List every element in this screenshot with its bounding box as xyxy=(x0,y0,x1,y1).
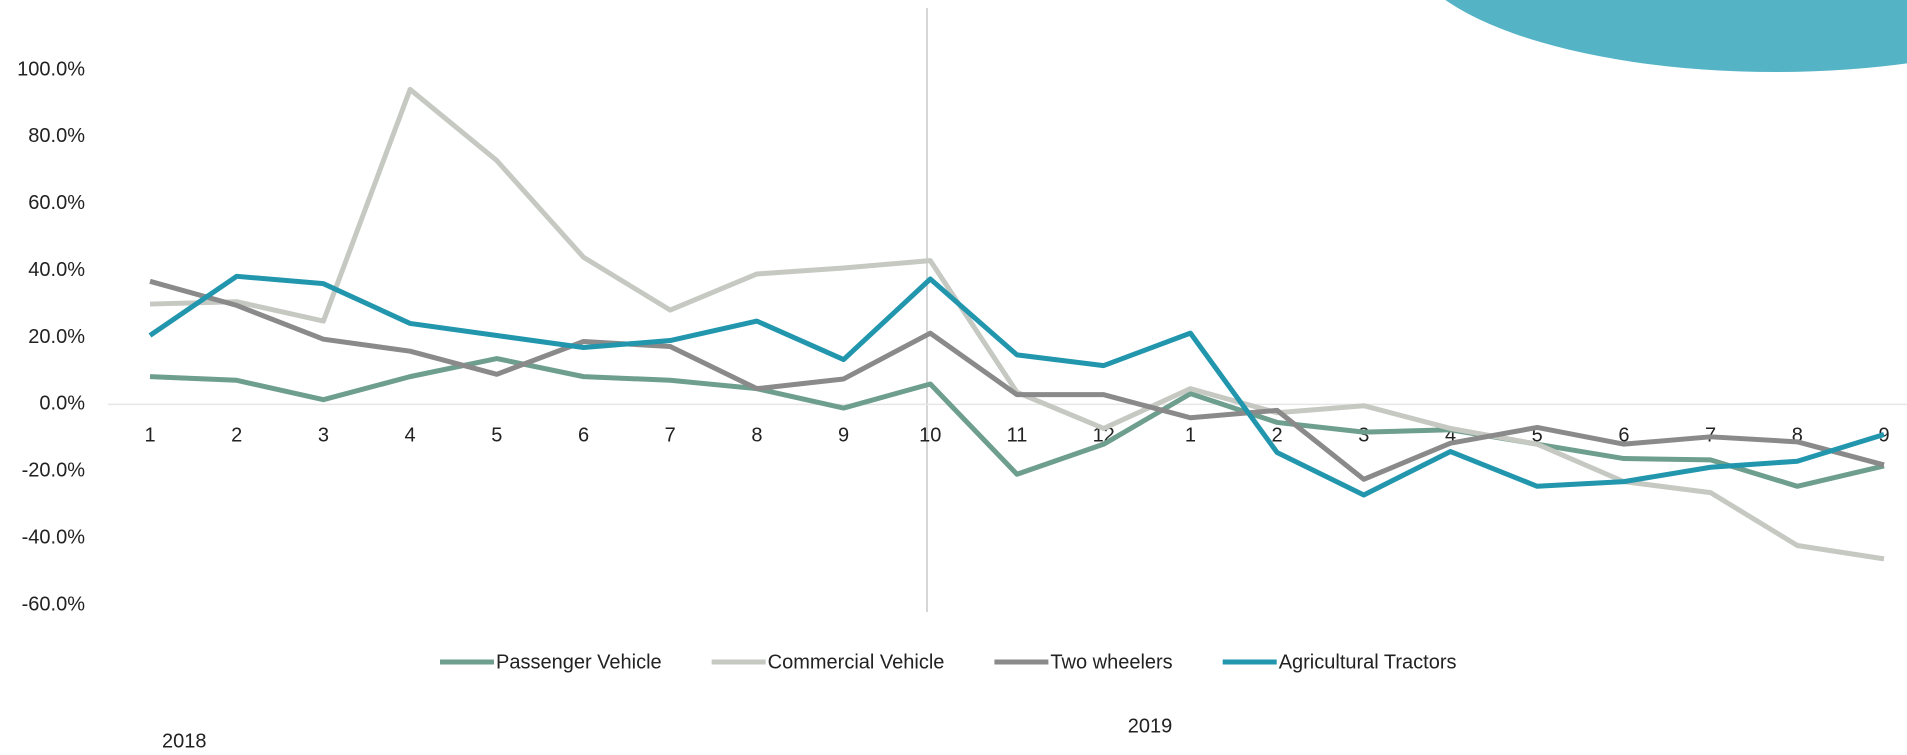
series-line xyxy=(148,273,1885,498)
y-tick-label: -60.0% xyxy=(22,593,86,615)
x-tick-label: 8 xyxy=(751,425,762,447)
x-tick-label: 1 xyxy=(1185,425,1196,447)
y-tick-label: 80.0% xyxy=(28,125,85,147)
x-tick-label: 9 xyxy=(838,425,849,447)
x-tick-label: 6 xyxy=(1618,425,1629,447)
legend-label: Agricultural Tractors xyxy=(1279,651,1457,673)
x-tick-label: 2 xyxy=(231,425,242,447)
y-tick-label: 0.0% xyxy=(39,393,85,415)
x-tick-label: 7 xyxy=(665,425,676,447)
x-tick-label: 1 xyxy=(144,425,155,447)
x-tick-label: 4 xyxy=(1445,425,1456,447)
x-tick-label: 10 xyxy=(919,425,941,447)
y-tick-label: -40.0% xyxy=(22,526,86,548)
legend-label: Passenger Vehicle xyxy=(496,651,662,673)
x-tick-label: 5 xyxy=(491,425,502,447)
x-tick-label: 5 xyxy=(1532,425,1543,447)
y-tick-label: 40.0% xyxy=(28,259,85,281)
x-tick-label: 3 xyxy=(318,425,329,447)
x-tick-label: 2 xyxy=(1272,425,1283,447)
y-tick-label: 20.0% xyxy=(28,326,85,348)
x-tick-label: 8 xyxy=(1792,425,1803,447)
x-tick-label: 4 xyxy=(405,425,416,447)
legend-label: Two wheelers xyxy=(1050,651,1172,673)
decoration xyxy=(1445,0,1907,72)
x-tick-label: 3 xyxy=(1358,425,1369,447)
series-line xyxy=(149,356,1885,489)
y-tick-label: -20.0% xyxy=(22,460,86,482)
x-tick-label: 11 xyxy=(1007,425,1028,447)
y-tick-label: 100.0% xyxy=(17,58,85,80)
legend-label: Commercial Vehicle xyxy=(768,651,945,673)
series-line xyxy=(149,278,1885,482)
annotation: 2019 xyxy=(1128,715,1173,737)
x-tick-label: 6 xyxy=(578,425,589,447)
y-tick-label: 60.0% xyxy=(28,192,85,214)
annotation: 2018 xyxy=(162,730,207,752)
